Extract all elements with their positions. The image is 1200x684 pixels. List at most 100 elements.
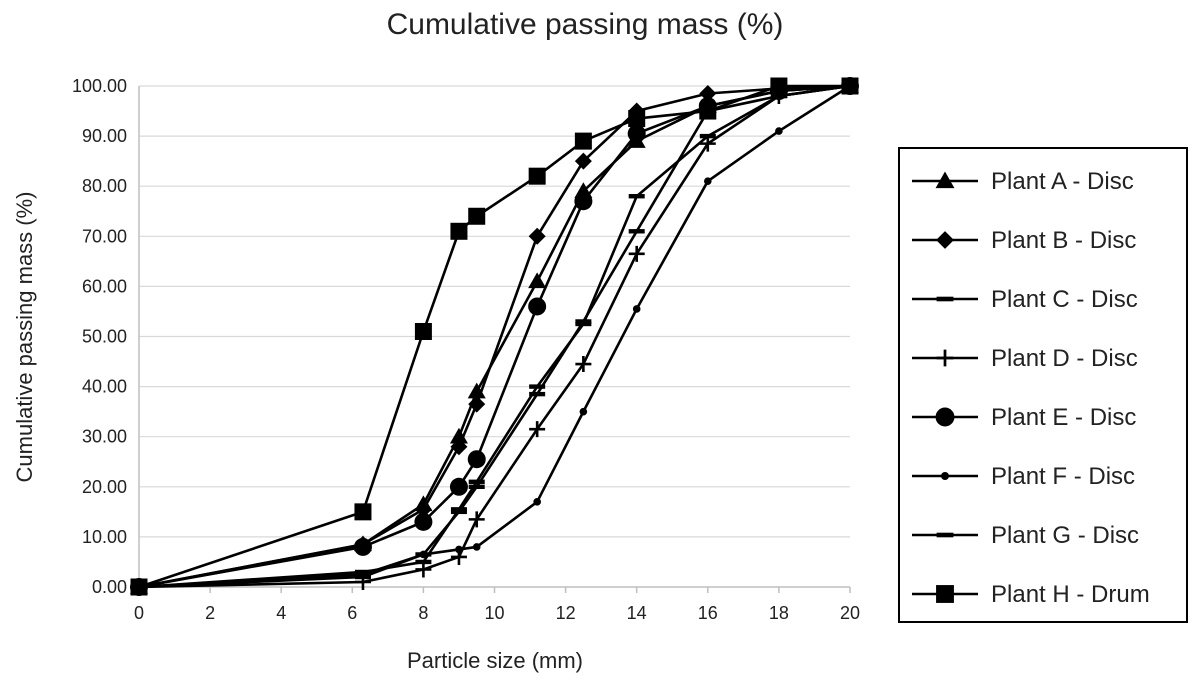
- y-tick-label-10: 100.00: [72, 76, 127, 96]
- series-5-point-2: [414, 512, 433, 531]
- series-layer: [130, 77, 859, 596]
- series-7-point-3: [450, 509, 467, 515]
- legend-item-7: Plant G - Disc: [912, 522, 1139, 549]
- series-8-point-4: [468, 207, 486, 225]
- y-tick-label-3: 30.00: [82, 427, 127, 447]
- y-tick-label-8: 80.00: [82, 176, 127, 196]
- series-4-point-7: [628, 245, 645, 262]
- series-4-point-4: [468, 511, 485, 528]
- legend-label-1: Plant A - Disc: [991, 168, 1134, 195]
- series-8-point-6: [574, 132, 592, 150]
- series-7-point-4: [468, 484, 485, 489]
- legend-swatch-marker-3: [936, 296, 954, 302]
- series-8-point-3: [450, 222, 468, 240]
- legend-label-3: Plant C - Disc: [991, 286, 1138, 313]
- y-tick-label-5: 50.00: [82, 327, 127, 347]
- series-7-point-9: [770, 93, 787, 99]
- series-5-point-3: [449, 477, 468, 496]
- legend-swatch-marker-8: [936, 585, 954, 603]
- x-tick-label-4: 8: [418, 603, 428, 623]
- x-tick-label-0: 0: [134, 603, 144, 623]
- series-5-point-5: [528, 297, 547, 316]
- series-5-point-1: [353, 537, 372, 556]
- legend-swatch-marker-7: [936, 532, 954, 538]
- legend-label-8: Plant H - Drum: [991, 581, 1150, 608]
- series-6-point-9: [775, 127, 783, 135]
- legend-label-6: Plant F - Disc: [991, 463, 1135, 490]
- legend-item-2: Plant B - Disc: [912, 227, 1136, 254]
- series-1-point-5: [528, 272, 547, 289]
- series-7-point-2: [415, 552, 432, 557]
- legend-swatch-marker-1: [935, 171, 955, 189]
- series-8-point-2: [414, 322, 432, 340]
- series-2-point-8: [699, 85, 717, 103]
- legend-item-1: Plant A - Disc: [912, 168, 1134, 195]
- legend-label-2: Plant B - Disc: [991, 227, 1136, 254]
- series-8: [130, 77, 859, 596]
- y-axis-title: Cumulative passing mass (%): [12, 192, 37, 483]
- series-5-point-4: [467, 450, 486, 469]
- x-tick-label-8: 16: [698, 603, 718, 623]
- series-8-point-9: [770, 77, 788, 95]
- series-8-point-7: [628, 110, 646, 128]
- legend: Plant A - Disc Plant B - Disc Plant C - Di…: [898, 147, 1188, 623]
- y-tick-label-9: 90.00: [82, 126, 127, 146]
- x-tick-label-2: 4: [276, 603, 286, 623]
- series-3-point-4: [468, 479, 485, 484]
- series-7-point-7: [628, 229, 645, 234]
- x-tick-label-7: 14: [627, 603, 647, 623]
- legend-swatch-marker-2: [936, 231, 954, 249]
- series-7-point-6: [575, 319, 592, 324]
- series-8-point-10: [841, 77, 859, 95]
- series-1-point-3: [449, 427, 468, 444]
- series-8-point-5: [528, 167, 546, 185]
- series-3-point-7: [628, 194, 645, 199]
- series-6-point-7: [632, 305, 641, 313]
- series-2-point-6: [574, 152, 592, 170]
- series-3-point-3: [450, 507, 467, 512]
- legend-swatch-marker-6: [941, 472, 949, 480]
- series-2-point-3: [450, 438, 468, 456]
- series-4-point-8: [699, 135, 716, 152]
- x-tick-label-6: 12: [556, 603, 576, 623]
- y-tick-label-7: 70.00: [82, 226, 127, 246]
- x-axis-title: Particle size (mm): [407, 648, 583, 673]
- chart-title: Cumulative passing mass (%): [387, 8, 784, 41]
- legend-swatch-marker-4: [936, 349, 954, 367]
- series-6-point-5: [533, 498, 541, 506]
- series-8-point-8: [699, 102, 717, 120]
- axes: 0.00 10.00 20.00 30.00 40.00 50.00 60.00 70.00 8…: [72, 76, 860, 623]
- legend-item-4: Plant D - Disc: [912, 345, 1138, 372]
- series-2-point-5: [528, 227, 546, 245]
- x-tick-label-5: 10: [484, 603, 504, 623]
- legend-item-5: Plant E - Disc: [912, 404, 1136, 431]
- series-3-point-5: [529, 384, 546, 389]
- series-6-point-8: [704, 177, 712, 185]
- series-8-point-1: [354, 503, 372, 521]
- series-5-point-7: [627, 124, 646, 143]
- plot-area: [139, 85, 850, 538]
- y-tick-label-2: 20.00: [82, 477, 127, 497]
- y-tick-label-0: 0.00: [92, 577, 127, 597]
- series-5-point-6: [574, 192, 593, 211]
- legend-label-5: Plant E - Disc: [991, 404, 1136, 431]
- legend-item-8: Plant H - Drum: [912, 581, 1150, 608]
- series-4-point-2: [415, 561, 432, 578]
- legend-item-3: Plant C - Disc: [912, 286, 1138, 313]
- y-tick-label-4: 40.00: [82, 377, 127, 397]
- series-7-point-1: [354, 574, 371, 580]
- series-6-point-3: [455, 545, 463, 554]
- series-3-point-6: [575, 321, 592, 327]
- legend-label-7: Plant G - Disc: [991, 522, 1139, 549]
- series-2-point-2: [414, 500, 432, 518]
- legend-swatch-marker-5: [935, 407, 955, 427]
- series-1: [130, 77, 859, 594]
- series-6-point-4: [472, 543, 481, 551]
- x-tick-label-10: 20: [840, 603, 860, 623]
- y-tick-label-1: 10.00: [82, 527, 127, 547]
- x-tick-label-1: 2: [205, 603, 215, 623]
- x-tick-label-3: 6: [347, 603, 357, 623]
- series-6-point-6: [579, 407, 588, 416]
- y-tick-label-6: 60.00: [82, 276, 127, 296]
